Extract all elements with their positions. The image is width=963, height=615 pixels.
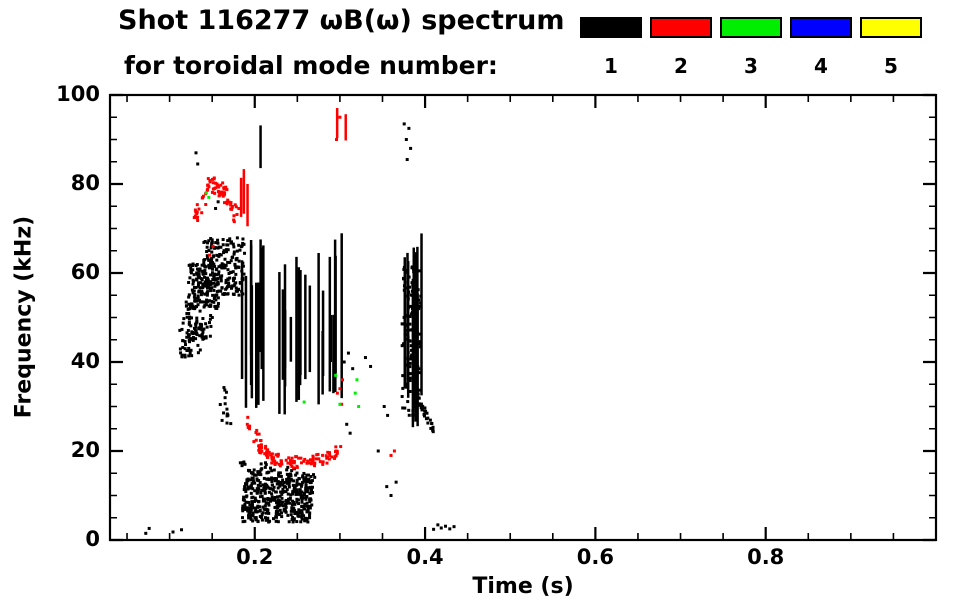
- x-tick-label-0.6: 0.6: [576, 545, 614, 569]
- x-tick-label-0.8: 0.8: [747, 545, 785, 569]
- y-tick-label-80: 80: [70, 171, 100, 195]
- y-tick-label-20: 20: [70, 438, 100, 462]
- x-tick-label-0.4: 0.4: [406, 545, 444, 569]
- y-tick-label-100: 100: [56, 82, 100, 106]
- y-tick-label-60: 60: [70, 260, 100, 284]
- y-tick-label-0: 0: [85, 527, 100, 551]
- x-tick-label-0.2: 0.2: [236, 545, 274, 569]
- y-axis-label: Frequency (kHz): [11, 215, 37, 419]
- x-axis-label: Time (s): [472, 574, 574, 599]
- y-tick-label-40: 40: [70, 349, 100, 373]
